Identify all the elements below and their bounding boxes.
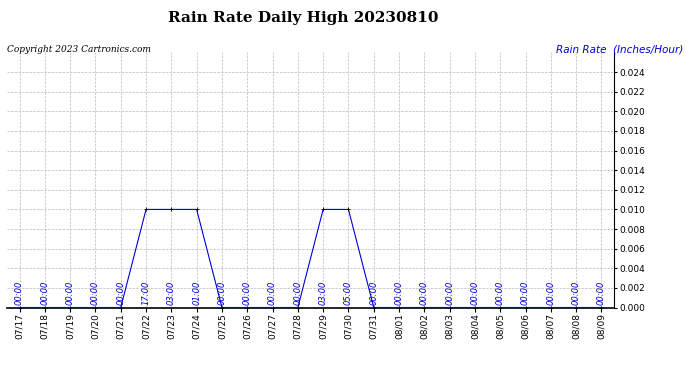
Text: 00:00: 00:00 — [243, 280, 252, 304]
Text: 00:00: 00:00 — [116, 280, 126, 304]
Text: 01:00: 01:00 — [192, 280, 201, 304]
Text: Rain Rate Daily High 20230810: Rain Rate Daily High 20230810 — [168, 11, 439, 25]
Text: 00:00: 00:00 — [395, 280, 404, 304]
Text: 03:00: 03:00 — [319, 280, 328, 304]
Text: 05:00: 05:00 — [344, 280, 353, 304]
Text: 00:00: 00:00 — [40, 280, 50, 304]
Text: 00:00: 00:00 — [268, 280, 277, 304]
Text: 00:00: 00:00 — [15, 280, 24, 304]
Text: 17:00: 17:00 — [141, 280, 150, 304]
Text: 00:00: 00:00 — [420, 280, 429, 304]
Text: 00:00: 00:00 — [217, 280, 226, 304]
Text: Copyright 2023 Cartronics.com: Copyright 2023 Cartronics.com — [7, 45, 151, 54]
Text: 00:00: 00:00 — [369, 280, 378, 304]
Text: 00:00: 00:00 — [521, 280, 530, 304]
Text: 00:00: 00:00 — [66, 280, 75, 304]
Text: Rain Rate  (Inches/Hour): Rain Rate (Inches/Hour) — [556, 45, 683, 55]
Text: 00:00: 00:00 — [571, 280, 581, 304]
Text: 00:00: 00:00 — [495, 280, 505, 304]
Text: 00:00: 00:00 — [91, 280, 100, 304]
Text: 00:00: 00:00 — [445, 280, 454, 304]
Text: 00:00: 00:00 — [293, 280, 302, 304]
Text: 00:00: 00:00 — [546, 280, 555, 304]
Text: 00:00: 00:00 — [471, 280, 480, 304]
Text: 00:00: 00:00 — [597, 280, 606, 304]
Text: 03:00: 03:00 — [167, 280, 176, 304]
